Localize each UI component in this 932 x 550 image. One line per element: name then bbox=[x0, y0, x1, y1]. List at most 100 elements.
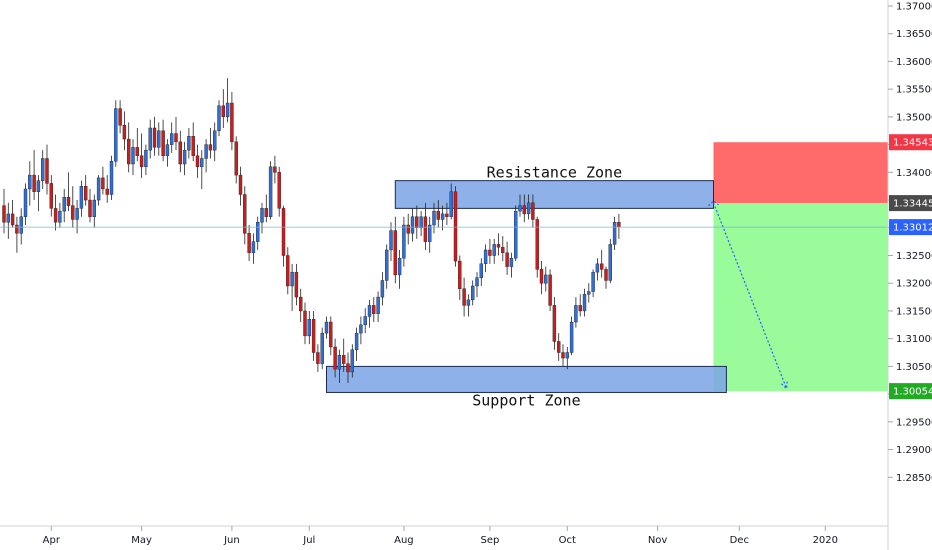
candle bbox=[475, 272, 479, 298]
candle bbox=[565, 346, 569, 370]
candle-body bbox=[350, 349, 354, 373]
time-axis[interactable]: Apr May Jun Jul Aug Sep Oct Nov Dec 2020 bbox=[43, 526, 838, 546]
price-tag-text: 1.33012 bbox=[893, 223, 932, 234]
candle bbox=[41, 150, 45, 189]
candle-body bbox=[264, 208, 268, 217]
candle bbox=[238, 166, 243, 206]
candle bbox=[225, 78, 230, 123]
candle-body bbox=[15, 224, 19, 234]
price-tag: 1.34543 bbox=[889, 134, 932, 151]
candle bbox=[212, 122, 217, 162]
candle-body bbox=[148, 127, 152, 151]
candle-body bbox=[200, 158, 204, 167]
risk-reward-tool[interactable] bbox=[713, 142, 889, 392]
candle-body bbox=[522, 205, 526, 215]
candle bbox=[552, 297, 557, 350]
take-profit-area[interactable] bbox=[713, 203, 889, 392]
price-tag: 1.33012 bbox=[889, 219, 932, 236]
candle-body bbox=[62, 197, 66, 212]
candle-body bbox=[578, 305, 582, 312]
candle bbox=[397, 249, 402, 289]
price-tag-box bbox=[889, 134, 932, 151]
candle-body bbox=[612, 222, 617, 245]
price-tick-label: 1.31000 bbox=[896, 334, 932, 345]
candle-body bbox=[548, 274, 552, 306]
candle bbox=[535, 216, 539, 278]
candle-body bbox=[66, 197, 71, 206]
candle-body bbox=[187, 136, 191, 151]
candle bbox=[578, 294, 582, 317]
candle-body bbox=[492, 244, 496, 256]
candle-body bbox=[174, 133, 178, 143]
candle-body bbox=[488, 249, 492, 256]
candles-layer bbox=[2, 78, 621, 384]
candle-body bbox=[161, 130, 165, 156]
candle-body bbox=[337, 355, 342, 370]
candle bbox=[449, 183, 453, 220]
candle bbox=[286, 247, 290, 295]
candle-body bbox=[419, 216, 423, 228]
candle bbox=[350, 344, 354, 378]
candle-body bbox=[423, 216, 428, 242]
candle bbox=[15, 216, 19, 253]
candle-body bbox=[466, 299, 471, 306]
candle bbox=[264, 194, 268, 223]
candle bbox=[419, 211, 423, 237]
candle-body bbox=[428, 224, 432, 242]
candle bbox=[260, 202, 264, 234]
candle-body bbox=[544, 274, 548, 284]
candle-body bbox=[389, 230, 393, 251]
candle-body bbox=[526, 202, 531, 215]
candle-body bbox=[208, 144, 213, 151]
candle bbox=[122, 111, 127, 151]
candle bbox=[58, 202, 62, 228]
resistance-zone-box[interactable] bbox=[394, 180, 714, 209]
candle bbox=[612, 216, 617, 250]
candle bbox=[101, 166, 105, 195]
candle bbox=[45, 144, 49, 195]
candle bbox=[10, 200, 15, 228]
candle-body bbox=[105, 188, 109, 195]
price-tag-text: 1.34543 bbox=[893, 138, 932, 149]
price-tick-label: 1.37000 bbox=[896, 2, 932, 13]
candle-body bbox=[268, 166, 273, 217]
candle-body bbox=[6, 213, 11, 223]
time-tick-label: Oct bbox=[559, 535, 576, 546]
candle bbox=[290, 263, 294, 311]
price-tag: 1.33445 bbox=[889, 195, 932, 212]
price-tags: 1.34543 1.33445 1.33012 1.30054 bbox=[889, 134, 932, 400]
candle bbox=[277, 166, 281, 217]
candle-body bbox=[359, 324, 363, 334]
candle bbox=[131, 139, 135, 176]
candle bbox=[479, 258, 483, 286]
candle bbox=[436, 200, 440, 228]
candle bbox=[174, 116, 178, 151]
candle-body bbox=[32, 174, 36, 192]
candle-body bbox=[600, 263, 604, 270]
candle bbox=[126, 122, 131, 173]
support-zone-box[interactable] bbox=[326, 365, 727, 393]
time-tick-label: Nov bbox=[648, 535, 668, 546]
candle bbox=[462, 277, 466, 317]
price-tag-box bbox=[889, 383, 932, 400]
candle-body bbox=[118, 108, 122, 126]
stop-loss-area[interactable] bbox=[713, 142, 889, 204]
candle bbox=[367, 299, 372, 328]
candle bbox=[187, 127, 191, 159]
candle bbox=[393, 216, 397, 284]
candle bbox=[144, 144, 148, 176]
candle-body bbox=[453, 191, 458, 262]
candle-body bbox=[509, 258, 514, 267]
candle-body bbox=[320, 332, 324, 364]
candle bbox=[453, 186, 458, 267]
candle-body bbox=[531, 202, 535, 220]
candle bbox=[114, 100, 118, 167]
price-tick-label: 1.29000 bbox=[896, 445, 932, 456]
candle bbox=[19, 208, 23, 245]
candle-body bbox=[221, 105, 226, 118]
candle-body bbox=[539, 269, 544, 284]
candle bbox=[526, 194, 531, 220]
support-zone-label: Support Zone bbox=[472, 391, 580, 409]
candle bbox=[574, 297, 578, 328]
